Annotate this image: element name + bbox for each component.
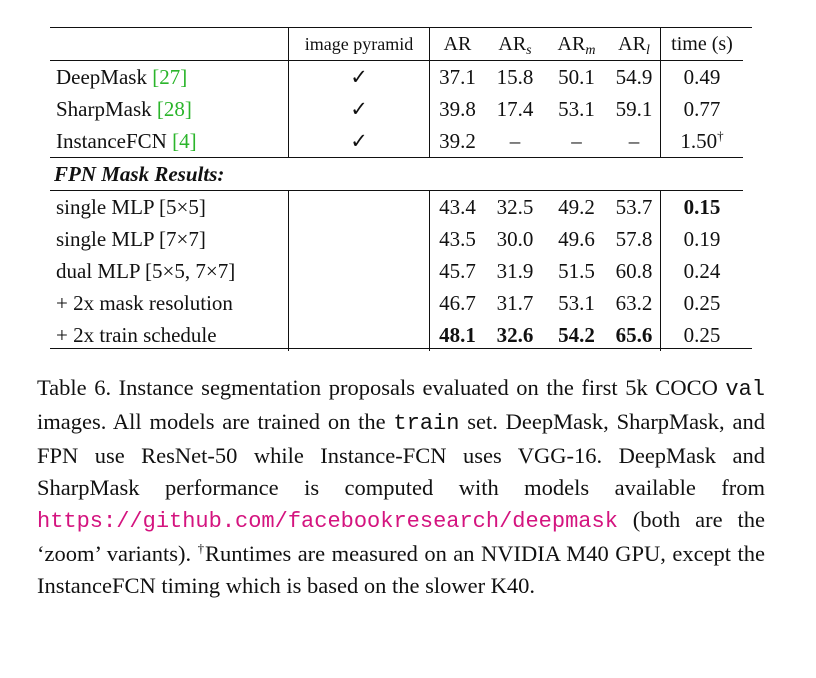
- ar-s-value: 30.0: [496, 226, 534, 251]
- ar-l-value-best: 65.6: [615, 322, 653, 347]
- ar-s-value: 15.8: [485, 60, 545, 93]
- results-table: image pyramid AR ARs ARm ARl time (s) De…: [50, 28, 743, 351]
- header-ar-l: ARl: [618, 33, 650, 58]
- time-value: 0.25: [660, 287, 743, 319]
- pyramid-check: ✓: [288, 60, 430, 93]
- ar-m-value: –: [571, 128, 582, 153]
- table-header-row: image pyramid AR ARs ARm ARl time (s): [50, 28, 743, 61]
- ar-s-value-best: 32.6: [496, 322, 534, 347]
- method-name: DeepMask [27]: [50, 60, 289, 93]
- table-top-rule: [50, 27, 752, 28]
- dagger-mark: †: [717, 127, 724, 143]
- table-bottom-rule: [50, 348, 752, 349]
- section-header-row: FPN Mask Results:: [50, 157, 743, 191]
- method-name: single MLP [5×5]: [50, 190, 289, 223]
- ar-value: 43.4: [429, 190, 485, 223]
- pyramid-cell: [288, 223, 430, 255]
- citation-link[interactable]: [27]: [152, 64, 188, 89]
- table-row-fpn: + 2x train schedule 48.1 32.6 54.2 65.6 …: [50, 319, 743, 351]
- ar-m-value: 50.1: [545, 60, 608, 93]
- method-name: SharpMask [28]: [56, 96, 192, 121]
- citation-link[interactable]: [4]: [172, 128, 197, 153]
- citation-link[interactable]: [28]: [156, 96, 192, 121]
- table-row-sharpmask: SharpMask [28] ✓ 39.8 17.4 53.1 59.1 0.7…: [50, 93, 743, 125]
- table-row-fpn: dual MLP [5×5, 7×7] 45.7 31.9 51.5 60.8 …: [50, 255, 743, 287]
- time-value: 0.24: [660, 255, 743, 287]
- ar-m-value-best: 54.2: [558, 322, 595, 347]
- ar-l-value: 59.1: [615, 96, 653, 121]
- time-value: 1.50†: [660, 125, 743, 158]
- ar-value: 39.2: [429, 125, 485, 158]
- time-value: 0.77: [660, 93, 743, 125]
- pyramid-cell: [288, 287, 430, 319]
- table-caption: Table 6. Instance segmentation proposals…: [37, 375, 766, 598]
- ar-m-value: 53.1: [558, 290, 595, 315]
- dagger-mark: †: [197, 540, 205, 556]
- ar-m-value: 49.2: [545, 190, 608, 223]
- ar-value: 45.7: [429, 255, 485, 287]
- method-name: single MLP [7×7]: [56, 226, 206, 251]
- ar-l-value: 63.2: [615, 290, 653, 315]
- ar-m-value: 53.1: [558, 96, 595, 121]
- code-train: train: [393, 411, 460, 436]
- github-link[interactable]: https://github.com/facebookresearch/deep…: [37, 509, 618, 534]
- table-row-fpn: + 2x mask resolution 46.7 31.7 53.1 63.2…: [50, 287, 743, 319]
- table-row-fpn: single MLP [5×5] 43.4 32.5 49.2 53.7 0.1…: [50, 190, 743, 223]
- code-val: val: [725, 377, 765, 402]
- time-value-best: 0.15: [660, 190, 743, 223]
- header-ar: AR: [429, 28, 485, 61]
- method-name: + 2x mask resolution: [56, 290, 233, 315]
- ar-s-value: 31.9: [496, 258, 534, 283]
- section-label: FPN Mask Results:: [50, 157, 743, 191]
- method-name: dual MLP [5×5, 7×7]: [56, 258, 236, 283]
- time-value: 0.19: [660, 223, 743, 255]
- method-name: + 2x train schedule: [56, 322, 217, 347]
- header-ar-m: ARm: [557, 33, 596, 58]
- ar-value: 39.8: [429, 93, 485, 125]
- header-time: time (s): [660, 28, 743, 61]
- time-value: 0.49: [660, 60, 743, 93]
- ar-l-value: 57.8: [615, 226, 653, 251]
- pyramid-check: ✓: [288, 125, 430, 158]
- ar-m-value: 51.5: [558, 258, 595, 283]
- pyramid-cell: [288, 255, 430, 287]
- header-image-pyramid: image pyramid: [288, 28, 430, 61]
- ar-value: 43.5: [429, 223, 485, 255]
- table-row-fpn: single MLP [7×7] 43.5 30.0 49.6 57.8 0.1…: [50, 223, 743, 255]
- ar-m-value: 49.6: [558, 226, 595, 251]
- ar-value: 37.1: [429, 60, 485, 93]
- header-ar-s: ARs: [498, 33, 532, 58]
- pyramid-check: ✓: [288, 93, 430, 125]
- ar-s-value: 17.4: [496, 96, 534, 121]
- ar-s-value: 32.5: [485, 190, 545, 223]
- results-table-container: image pyramid AR ARs ARm ARl time (s) De…: [50, 28, 760, 351]
- time-value: 0.25: [660, 319, 743, 351]
- ar-l-value: –: [628, 128, 640, 153]
- ar-s-value: 31.7: [496, 290, 534, 315]
- ar-l-value: 53.7: [608, 190, 661, 223]
- pyramid-cell: [288, 190, 430, 223]
- ar-s-value: –: [509, 128, 521, 153]
- table-row-instancefcn: InstanceFCN [4] ✓ 39.2 – – – 1.50†: [50, 125, 743, 158]
- pyramid-cell: [288, 319, 430, 351]
- table-row-deepmask: DeepMask [27] ✓ 37.1 15.8 50.1 54.9 0.49: [50, 60, 743, 93]
- ar-l-value: 54.9: [608, 60, 661, 93]
- method-name: InstanceFCN [4]: [56, 128, 197, 153]
- ar-value: 46.7: [429, 287, 485, 319]
- header-method: [50, 28, 289, 61]
- ar-l-value: 60.8: [615, 258, 653, 283]
- ar-value-best: 48.1: [429, 319, 485, 351]
